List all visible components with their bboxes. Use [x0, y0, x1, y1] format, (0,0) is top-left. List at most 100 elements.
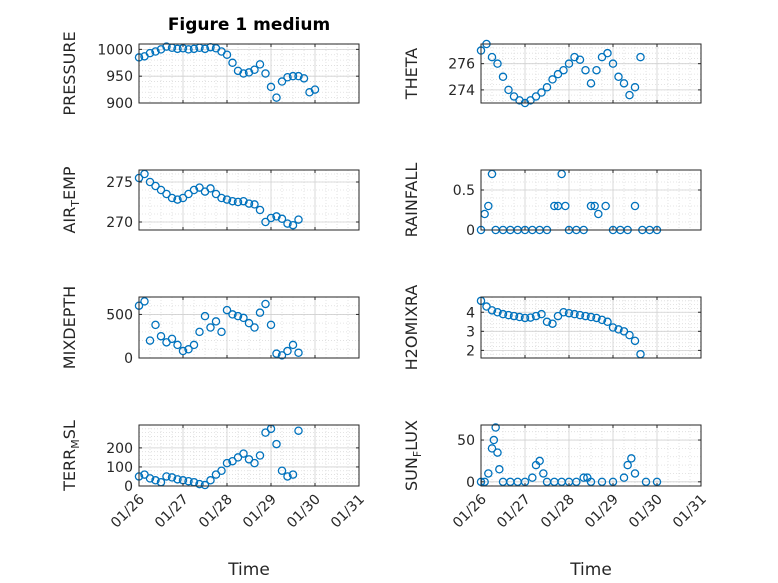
data-point [167, 473, 177, 482]
data-point [255, 60, 265, 69]
data-point [145, 177, 155, 187]
data-point [487, 52, 497, 62]
data-point [553, 69, 563, 79]
subplot-mixdepth: 0 500 MIXDEPTH [60, 286, 360, 369]
data-point [145, 48, 155, 58]
axes-box [138, 43, 360, 104]
data-point [623, 460, 632, 470]
data-point [509, 92, 519, 101]
data-point [239, 313, 248, 323]
data-point [140, 470, 149, 479]
subplot-theta: 274 276 THETA [402, 39, 702, 108]
data-point [233, 453, 243, 462]
subplot-sun-flux: 0 50 01/26 01/27 01/28 01/29 01/30 01/31 SUNFLUX… [402, 420, 710, 580]
data-point [255, 205, 265, 215]
data-point [211, 470, 221, 479]
data-point [250, 200, 259, 209]
data-point [151, 476, 160, 485]
data-point [244, 318, 254, 328]
data-point [167, 193, 177, 203]
data-point [495, 465, 504, 474]
data-points [476, 296, 645, 359]
data-point [228, 310, 237, 319]
axes-box [138, 424, 360, 487]
data-point [539, 469, 548, 478]
data-point [288, 470, 298, 479]
y-axis-label: MIXDEPTH [60, 286, 79, 369]
data-point [222, 195, 232, 204]
axes-box [480, 169, 702, 231]
y-axis-label: RAINFALL [402, 163, 421, 238]
data-point [200, 480, 210, 490]
data-point [550, 201, 559, 211]
data-point [233, 197, 243, 207]
data-point [195, 327, 204, 337]
data-point [255, 308, 265, 317]
data-point [173, 475, 182, 484]
data-point [581, 65, 590, 75]
y-tick-label: 270 [106, 215, 133, 231]
data-point [184, 476, 193, 486]
plot-area [139, 44, 359, 103]
data-points [476, 39, 645, 108]
axes-box [480, 43, 702, 104]
data-point [630, 336, 640, 346]
data-point [630, 83, 640, 92]
data-point [586, 201, 596, 211]
data-point [515, 312, 524, 322]
data-point [559, 307, 568, 317]
data-point [261, 69, 270, 78]
y-tick-label: 50 [457, 433, 475, 449]
data-point [189, 340, 199, 350]
data-points [134, 169, 303, 230]
y-tick-label: 500 [106, 307, 133, 323]
data-point [184, 45, 193, 54]
subplot-terr-msl: 0 100 200 01/26 01/27 01/28 01/29 01/30 01/31 TER… [60, 420, 368, 580]
y-tick-label: 1000 [97, 42, 133, 58]
data-point [630, 201, 640, 211]
data-point [590, 201, 599, 211]
data-point [572, 477, 581, 487]
data-point [586, 79, 596, 88]
y-tick-label: 3 [466, 324, 475, 340]
y-tick-label: 276 [448, 57, 475, 73]
data-point [504, 85, 513, 95]
data-point [294, 215, 303, 224]
data-point [178, 193, 188, 203]
data-point [277, 214, 287, 224]
data-point [217, 193, 226, 203]
data-point [162, 189, 171, 199]
chart-title: Figure 1 medium [168, 15, 330, 35]
data-point [140, 297, 149, 306]
data-point [603, 317, 612, 327]
y-axis-label: H2OMIXRA [402, 285, 421, 371]
data-point [608, 323, 618, 332]
y-tick-label: 900 [106, 96, 133, 112]
y-axis-label: SUNFLUX [402, 420, 424, 491]
data-point [217, 466, 226, 475]
data-point [509, 311, 519, 321]
data-point [151, 47, 160, 56]
data-point [151, 320, 160, 330]
data-point [299, 74, 309, 83]
x-tick-label: 01/30 [626, 492, 666, 532]
data-point [266, 320, 276, 330]
y-tick-label: 200 [106, 441, 133, 457]
data-point [151, 181, 160, 191]
data-point [294, 426, 303, 435]
data-point [294, 348, 303, 358]
data-point [195, 183, 204, 192]
data-point [535, 456, 544, 466]
data-point [272, 93, 281, 102]
data-point [636, 52, 645, 62]
axes-box [480, 424, 702, 487]
x-tick-label: 01/29 [240, 492, 280, 532]
data-point [239, 449, 248, 458]
axes-box [138, 169, 360, 231]
data-point [283, 73, 292, 82]
data-point [261, 299, 270, 309]
data-point [561, 201, 570, 211]
x-tick-label: 01/29 [582, 492, 622, 532]
data-point [548, 75, 557, 84]
data-point [228, 196, 237, 206]
